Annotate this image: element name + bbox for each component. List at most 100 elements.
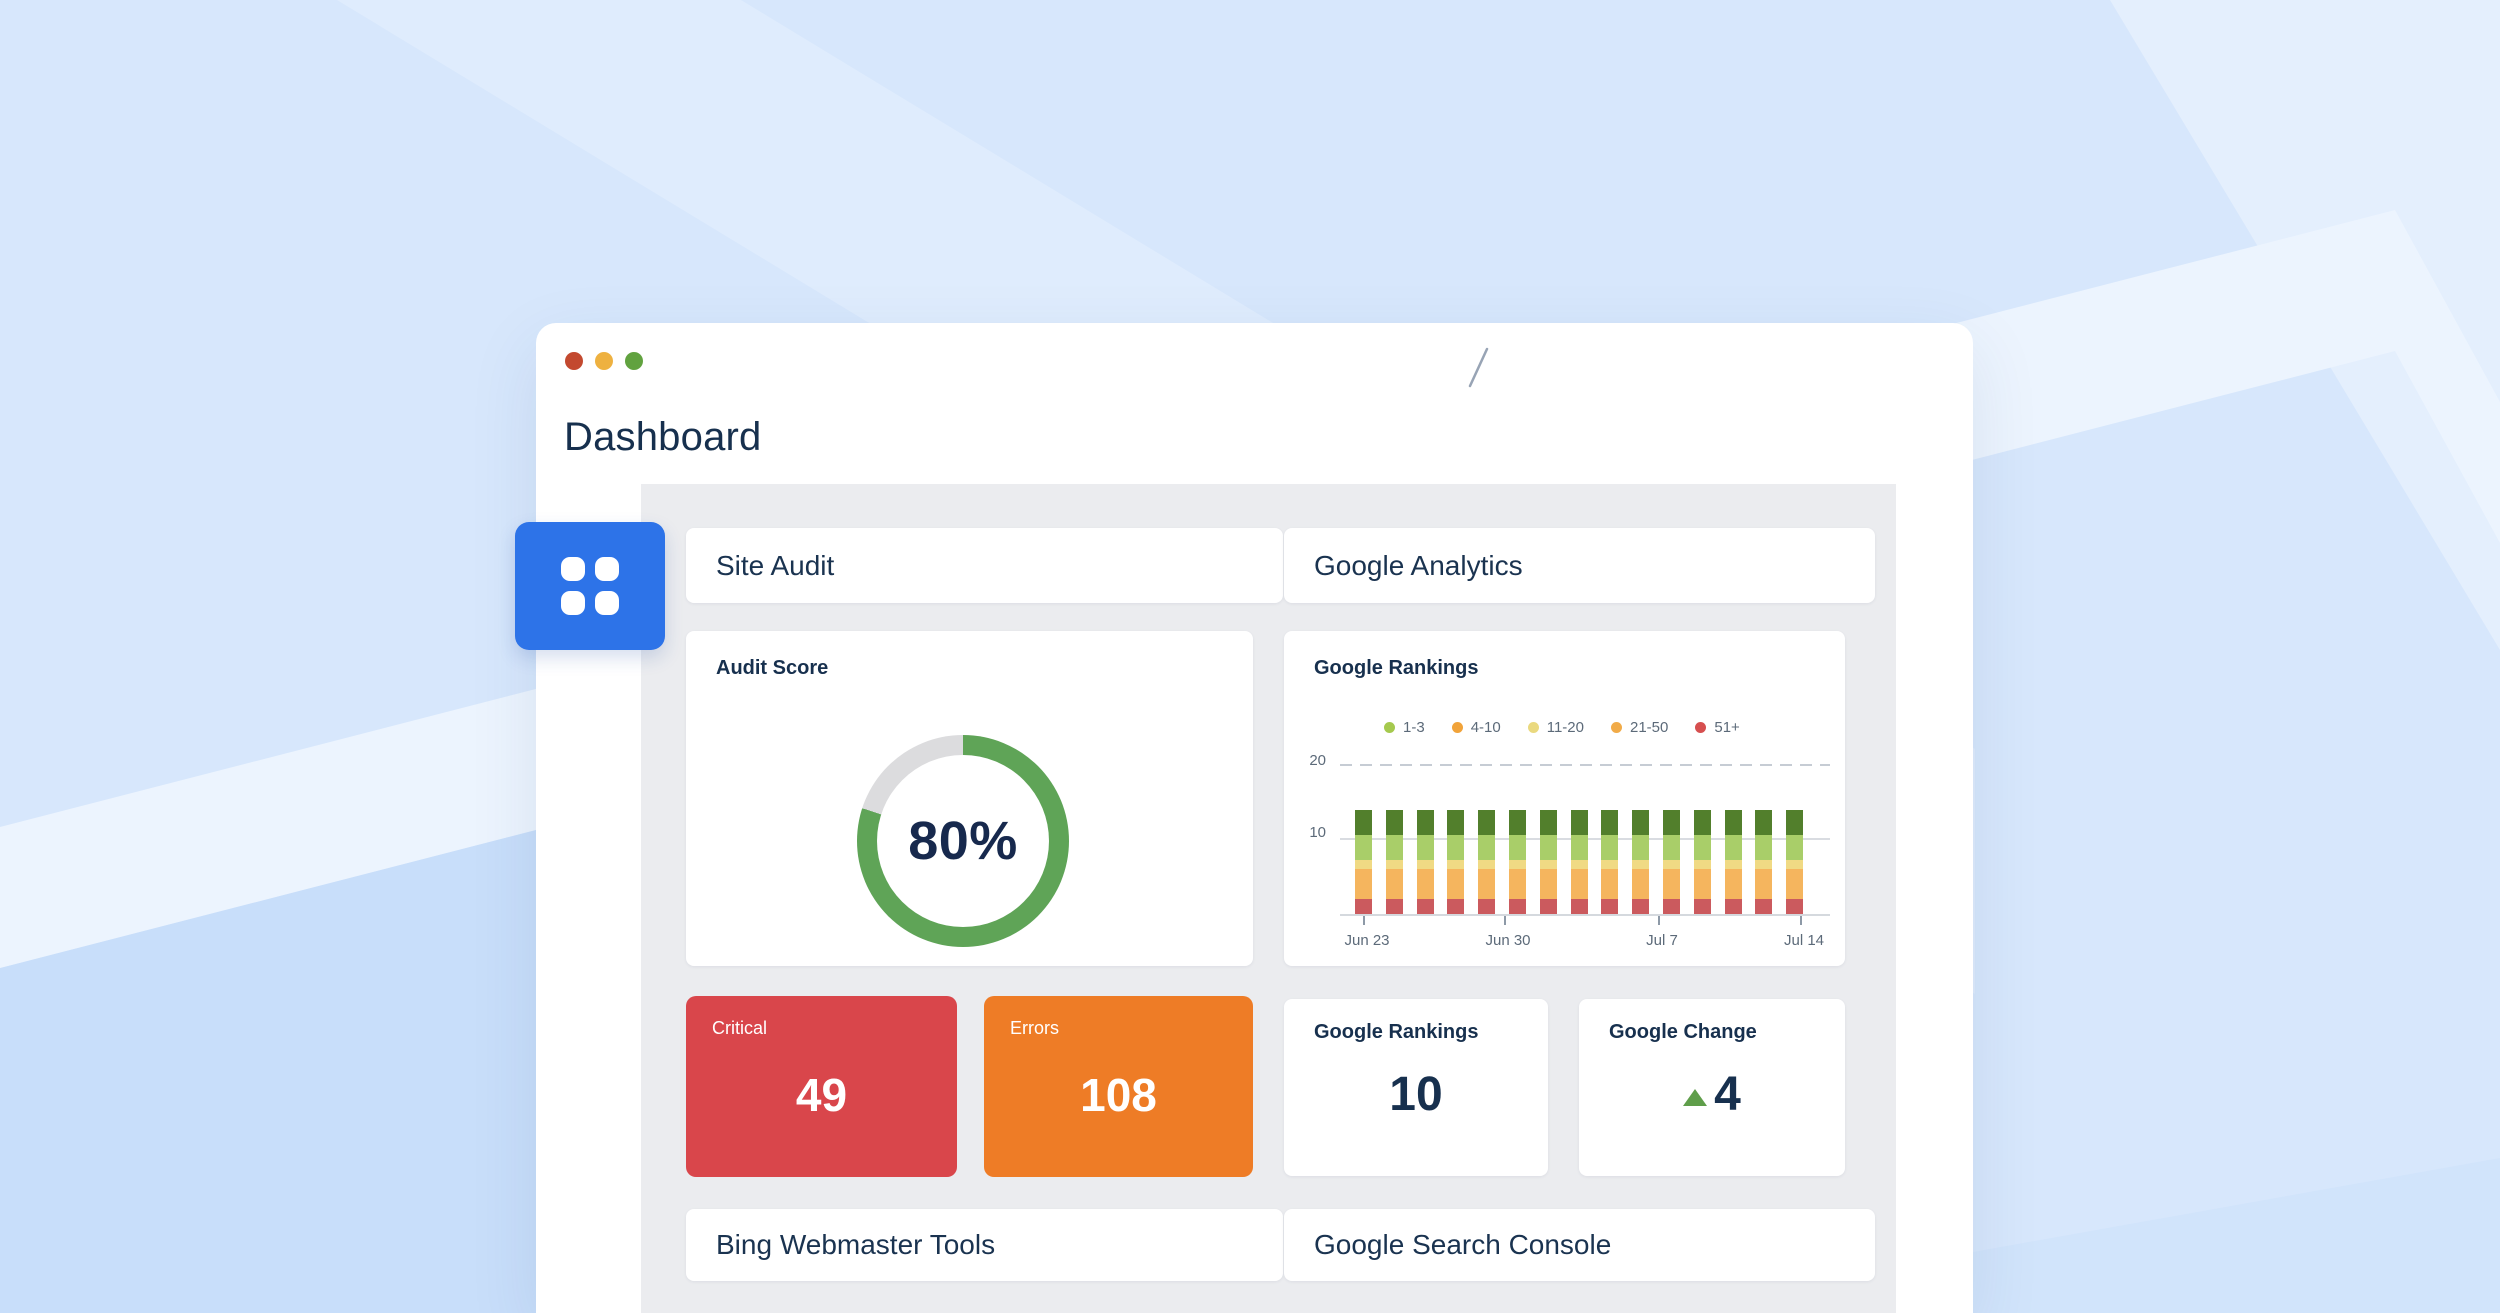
stacked-bar [1447,809,1465,914]
stacked-bar [1539,809,1557,914]
bar-segment-21-50 [1601,869,1619,899]
browser-window: Dashboard Site Audit Google Analytics Au… [536,323,1973,1313]
bar-segment-4-10 [1663,835,1680,860]
stacked-bar [1601,809,1619,914]
audit-score-donut: 80% [857,735,1069,947]
google-change-value: 4 [1714,1068,1741,1121]
google-rankings-chart-card: Google Rankings 1-3 4-10 11-20 21-50 51+ 20 … [1284,631,1845,966]
legend-item-11-20: 11-20 [1527,719,1584,736]
bing-webmaster-tools-card[interactable]: Bing Webmaster Tools [686,1209,1283,1281]
bing-webmaster-tools-label: Bing Webmaster Tools [716,1229,996,1260]
bar-segment-4-10 [1693,835,1711,860]
window-right-margin [1896,484,1973,1313]
bar-segment-51+ [1601,899,1619,914]
legend-swatch-icon [1610,722,1622,733]
bg-chevron-right-arm [2395,210,2500,543]
bar-segment-21-50 [1385,869,1403,899]
bar-segment-1-3 [1385,809,1403,836]
bar-segment-21-50 [1693,869,1711,899]
bar-segment-1-3 [1724,809,1742,836]
x-axis-label: Jun 23 [1344,932,1390,949]
bar-segment-11-20 [1509,860,1526,869]
google-rankings-stat-card[interactable]: Google Rankings 10 [1284,999,1548,1176]
bar-segment-1-3 [1570,809,1588,836]
bar-segment-51+ [1693,899,1711,914]
google-search-console-card[interactable]: Google Search Console [1284,1209,1875,1281]
bar-segment-21-50 [1632,869,1650,899]
legend-item-1-3: 1-3 [1384,719,1425,736]
app-grid-icon[interactable] [515,522,665,650]
bar-segment-51+ [1355,899,1372,914]
legend-swatch-icon [1695,722,1707,733]
stacked-bar [1724,809,1742,914]
bar-segment-1-3 [1447,809,1465,836]
legend-item-51+: 51+ [1695,719,1740,736]
stacked-bar [1385,809,1403,914]
google-analytics-label: Google Analytics [1314,549,1523,581]
bar-segment-11-20 [1601,860,1619,869]
stacked-bar [1478,809,1496,914]
trend-up-icon [1683,1089,1708,1106]
bar-segment-11-20 [1755,860,1773,869]
bar-segment-1-3 [1632,809,1650,836]
bar-segment-4-10 [1632,835,1650,860]
stacked-bar [1786,809,1804,914]
google-change-stat-card[interactable]: Google Change 4 [1579,999,1845,1176]
bar-segment-51+ [1509,899,1526,914]
x-axis-tick [1658,916,1660,925]
x-axis-label: Jul 7 [1646,932,1678,949]
bar-segment-4-10 [1385,835,1403,860]
bar-segment-4-10 [1478,835,1496,860]
bar-segment-51+ [1570,899,1588,914]
bar-segment-11-20 [1385,860,1403,869]
stacked-bar [1693,809,1711,914]
minimize-button[interactable] [595,352,613,370]
stacked-bar [1663,809,1680,914]
bar-segment-1-3 [1755,809,1773,836]
legend-swatch-icon [1384,722,1395,733]
google-analytics-card[interactable]: Google Analytics [1284,528,1875,603]
bar-segment-1-3 [1478,809,1496,836]
audit-score-title: Audit Score [716,657,829,679]
bar-segment-51+ [1539,899,1557,914]
audit-score-value: 80% [908,811,1018,871]
site-audit-card[interactable]: Site Audit [686,528,1283,603]
x-axis-tick [1504,916,1506,925]
bar-segment-51+ [1724,899,1742,914]
bar-segment-51+ [1478,899,1496,914]
bar-segment-51+ [1755,899,1773,914]
rankings-chart-title: Google Rankings [1314,657,1479,679]
bar-segment-1-3 [1355,809,1372,836]
bar-segment-21-50 [1755,869,1773,899]
x-axis-label: Jul 14 [1783,932,1825,949]
stacked-bar [1570,809,1588,914]
bg-bottom-right-band [1973,1158,2500,1313]
bar-segment-4-10 [1601,835,1619,860]
x-axis-tick [1800,916,1802,925]
legend-item-4-10: 4-10 [1451,719,1501,736]
x-axis-label: Jun 30 [1485,932,1531,949]
zoom-button[interactable] [625,352,643,370]
bar-segment-21-50 [1570,869,1588,899]
bar-segment-21-50 [1724,869,1742,899]
rankings-legend: 1-3 4-10 11-20 21-50 51+ [1384,719,1740,736]
audit-score-card: Audit Score 80% [686,631,1253,966]
errors-stat-card[interactable]: Errors 108 [984,996,1253,1177]
gridline-20 [1340,764,1830,766]
bar-segment-1-3 [1786,809,1804,836]
bar-segment-4-10 [1786,835,1804,860]
errors-value: 108 [1080,1069,1157,1121]
bar-segment-1-3 [1693,809,1711,836]
bar-segment-4-10 [1416,835,1434,860]
bar-segment-51+ [1786,899,1804,914]
google-rankings-stat-value: 10 [1389,1068,1443,1121]
close-button[interactable] [565,352,583,370]
bar-segment-11-20 [1663,860,1680,869]
bar-segment-51+ [1447,899,1465,914]
legend-swatch-icon [1451,722,1463,733]
x-axis-tick [1363,916,1365,925]
bar-segment-4-10 [1724,835,1742,860]
bar-segment-51+ [1663,899,1680,914]
critical-value: 49 [795,1069,848,1121]
critical-stat-card[interactable]: Critical 49 [686,996,957,1177]
